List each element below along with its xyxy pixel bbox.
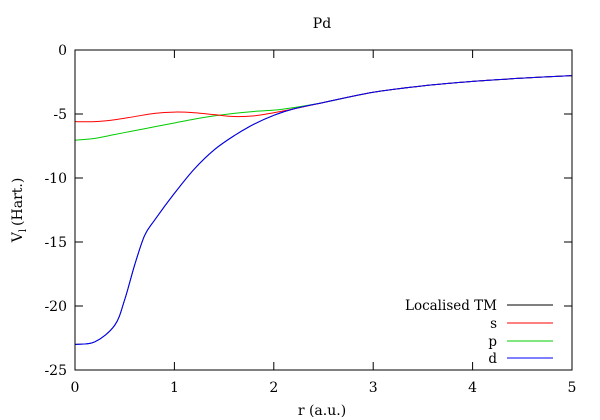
legend: Localised TM spd <box>405 298 553 367</box>
axis-tick-labels: 0 1 2 3 4 5 0 -5 -10 -15 -20 -25 <box>44 43 576 396</box>
x-tick-label: 2 <box>269 380 278 396</box>
y-tick-label: -20 <box>44 299 67 315</box>
series-line-s <box>74 75 573 123</box>
y-tick-label: -10 <box>44 171 67 187</box>
x-tick-label: 0 <box>71 380 80 396</box>
axis-ticks <box>74 49 573 371</box>
series-line-d <box>74 75 573 345</box>
x-tick-label: 1 <box>170 380 179 396</box>
svg-text:Vl(Hart.): Vl (Hart.) <box>10 178 29 244</box>
y-axis-label: Vl (Hart.) <box>10 178 29 244</box>
y-axis-label-main: V <box>10 231 26 243</box>
y-tick-label: -15 <box>44 235 67 251</box>
x-axis-label: r (a.u.) <box>298 403 346 419</box>
plot-lines <box>74 75 573 345</box>
x-tick-label: 4 <box>468 380 477 396</box>
y-tick-label: -25 <box>44 363 67 379</box>
y-tick-label: -5 <box>53 107 67 123</box>
series-line-p <box>74 75 573 141</box>
x-tick-label: 3 <box>369 380 378 396</box>
legend-label: Localised TM <box>405 298 497 314</box>
legend-label: d <box>488 351 497 367</box>
legend-label: p <box>488 334 497 350</box>
chart-title: Pd <box>313 16 331 32</box>
y-axis-label-sub: l <box>18 229 29 232</box>
x-tick-label: 5 <box>568 380 577 396</box>
plot-frame <box>74 49 573 371</box>
series-line-localised-tm <box>74 75 573 345</box>
y-tick-label: 0 <box>58 43 67 59</box>
y-axis-label-unit: (Hart.) <box>10 178 26 226</box>
legend-label: s <box>490 316 497 332</box>
